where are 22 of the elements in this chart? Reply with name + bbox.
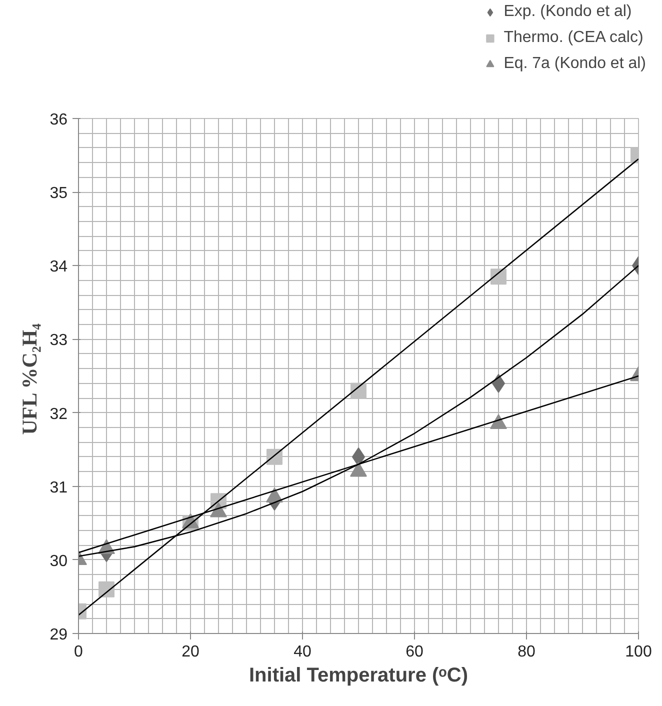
legend-label: Thermo. (CEA calc) (504, 29, 644, 47)
legend-label: Exp. (Kondo et al) (504, 3, 632, 21)
point (98, 581, 114, 598)
y-tick-label: 35 (50, 185, 68, 202)
point (490, 268, 506, 285)
x-tick-label: 60 (406, 644, 424, 660)
x-tick-label: 80 (518, 644, 536, 660)
point (350, 382, 366, 399)
y-tick-label: 33 (50, 332, 68, 350)
legend-label: Eq. 7a (Kondo et al) (504, 55, 646, 73)
x-tick-label: 40 (294, 644, 312, 660)
y-tick-label: 29 (50, 626, 68, 644)
x-tick-label: 100 (625, 644, 652, 660)
y-tick-label: 34 (50, 258, 68, 276)
y-tick-label: 32 (50, 406, 68, 423)
x-tick-label: 20 (182, 644, 200, 660)
y-tick-label: 36 (50, 112, 68, 128)
y-axis-title: UFL %C₂H₄ (18, 322, 42, 435)
y-tick-label: 30 (50, 552, 68, 570)
x-tick-label: 0 (74, 644, 84, 660)
x-axis-title: Initial Temperature (ᵒC) (249, 664, 468, 686)
y-tick-label: 31 (50, 479, 68, 496)
